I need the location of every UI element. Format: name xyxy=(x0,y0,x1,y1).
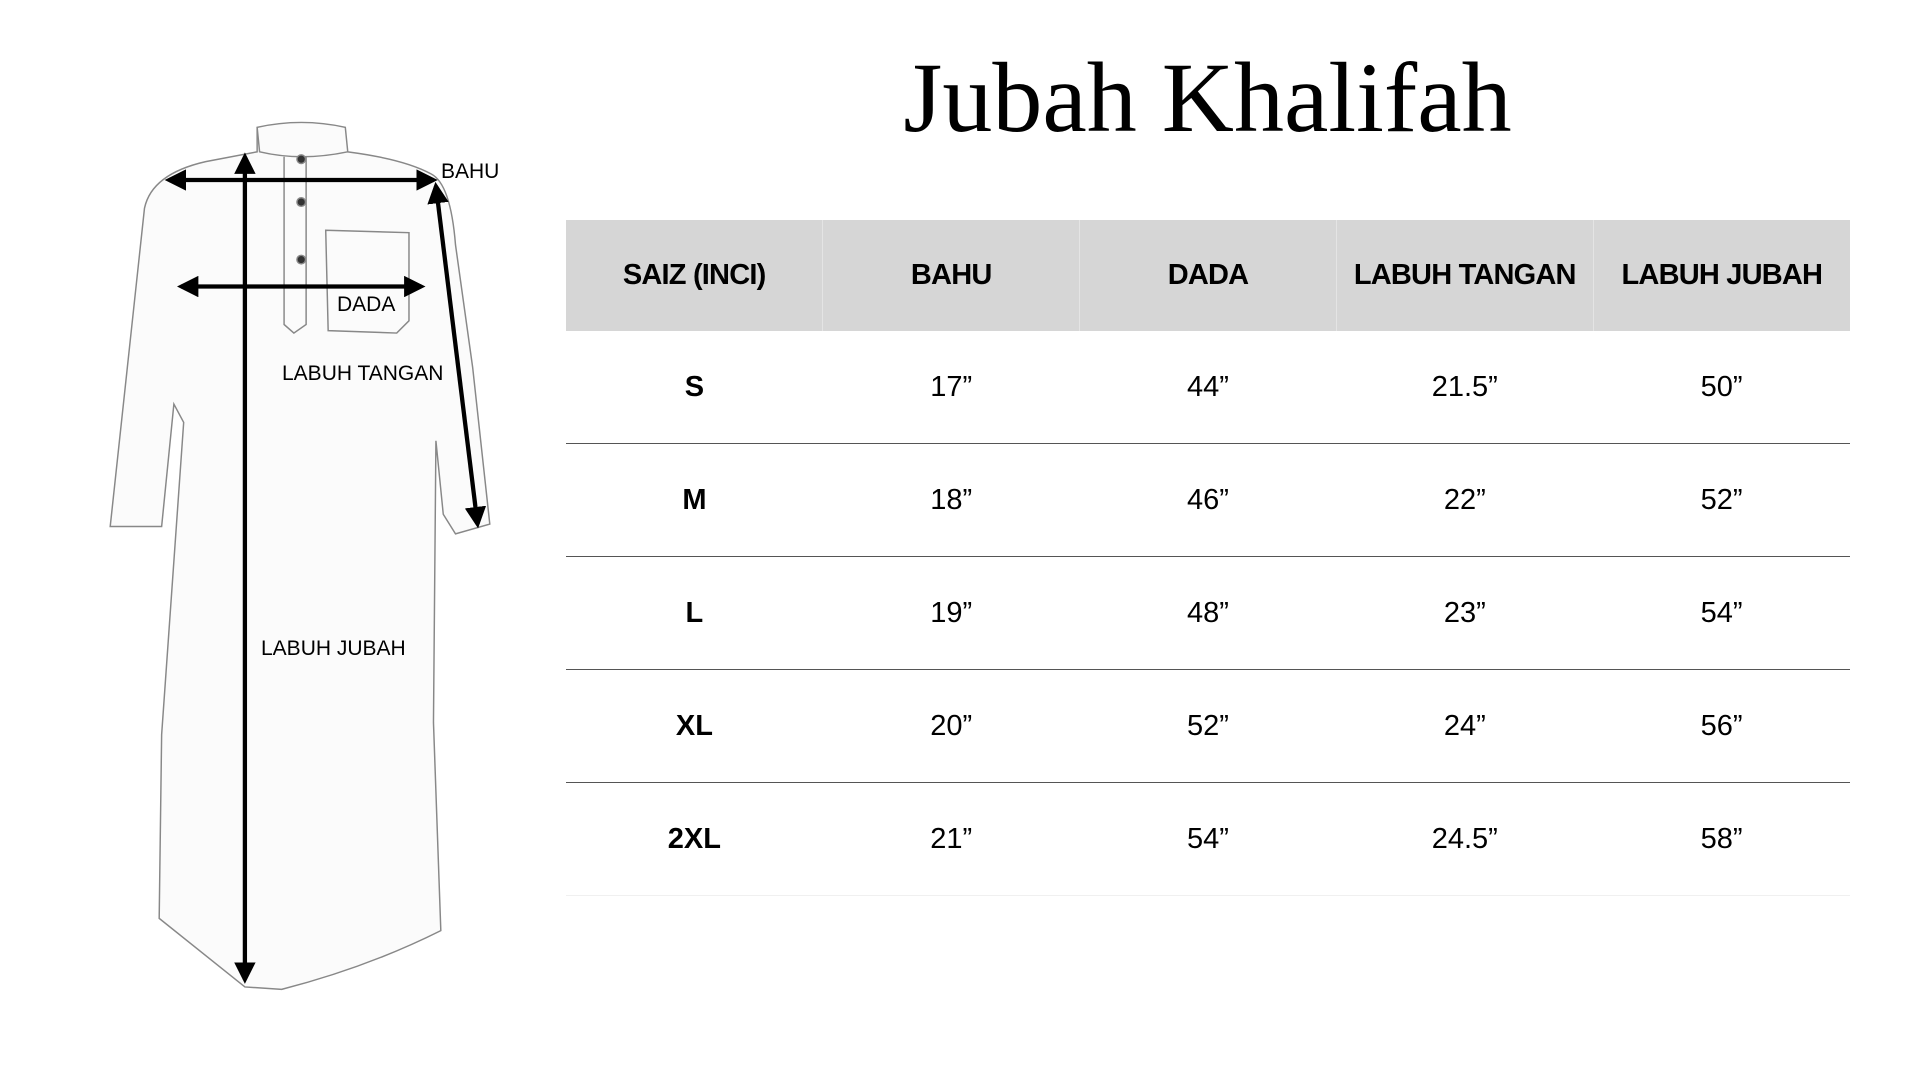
table-row: L 19” 48” 23” 54” xyxy=(566,556,1850,670)
header-dada: DADA xyxy=(1079,220,1337,331)
size-cell: 2XL xyxy=(566,782,823,896)
table-header-row: SAIZ (INCI) BAHU DADA LABUH TANGAN LABUH… xyxy=(566,220,1850,331)
measurement-cell: 18” xyxy=(822,443,1080,557)
measurement-cell: 56” xyxy=(1593,669,1850,783)
labuh-tangan-label: LABUH TANGAN xyxy=(282,362,444,385)
measurement-cell: 52” xyxy=(1593,443,1850,557)
garment-outline xyxy=(109,121,491,991)
measurement-cell: 58” xyxy=(1593,782,1850,896)
measurement-cell: 20” xyxy=(822,669,1080,783)
measurement-cell: 52” xyxy=(1079,669,1337,783)
labuh-tangan-arrow xyxy=(427,181,487,529)
labuh-jubah-label: LABUH JUBAH xyxy=(261,637,406,660)
table-row: XL 20” 52” 24” 56” xyxy=(566,669,1850,783)
measurement-cell: 17” xyxy=(822,331,1080,444)
size-cell: L xyxy=(566,556,823,670)
measurement-cell: 46” xyxy=(1079,443,1337,557)
header-saiz: SAIZ (INCI) xyxy=(566,220,823,331)
measurement-cell: 54” xyxy=(1079,782,1337,896)
header-labuh-jubah: LABUH JUBAH xyxy=(1592,220,1850,331)
table-row: M 18” 46” 22” 52” xyxy=(566,443,1850,557)
measurement-cell: 22” xyxy=(1336,443,1594,557)
measurement-cell: 44” xyxy=(1079,331,1337,444)
measurement-cell: 21” xyxy=(822,782,1080,896)
dada-label: DADA xyxy=(337,293,396,316)
measurement-cell: 54” xyxy=(1593,556,1850,670)
size-cell: S xyxy=(566,331,823,444)
size-cell: M xyxy=(566,443,823,557)
measurement-cell: 24” xyxy=(1336,669,1594,783)
header-bahu: BAHU xyxy=(822,220,1080,331)
measurement-cell: 19” xyxy=(822,556,1080,670)
table-row: 2XL 21” 54” 24.5” 58” xyxy=(566,782,1850,896)
measurement-cell: 50” xyxy=(1593,331,1850,444)
measurement-cell: 23” xyxy=(1336,556,1594,670)
measurement-cell: 21.5” xyxy=(1336,331,1594,444)
table-row: S 17” 44” 21.5” 50” xyxy=(566,331,1850,444)
measurement-cell: 24.5” xyxy=(1336,782,1594,896)
size-chart-table: SAIZ (INCI) BAHU DADA LABUH TANGAN LABUH… xyxy=(566,220,1850,896)
header-labuh-tangan: LABUH TANGAN xyxy=(1335,220,1594,331)
bahu-label: BAHU xyxy=(441,160,500,183)
measurement-cell: 48” xyxy=(1079,556,1337,670)
page-title: Jubah Khalifah xyxy=(903,42,1512,153)
size-cell: XL xyxy=(566,669,823,783)
measurement-arrows xyxy=(164,152,487,984)
